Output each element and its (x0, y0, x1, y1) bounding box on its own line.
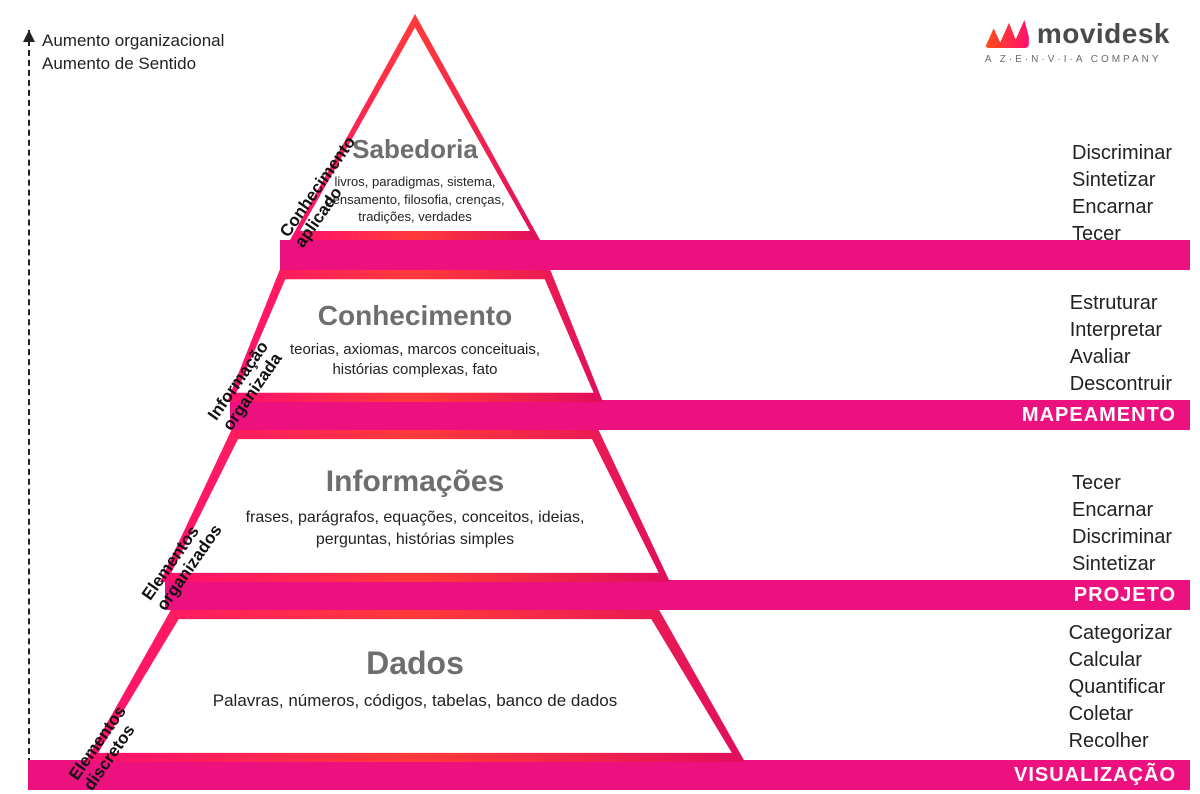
action-item: Tecer (1072, 470, 1172, 497)
diagram-stage: MAPEAMENTOPROJETOVISUALIZAÇÃOSabedoriali… (0, 0, 1200, 794)
segment-desc: Palavras, números, códigos, tabelas, ban… (213, 690, 617, 713)
segment-dados: Dados Palavras, números, códigos, tabelas… (85, 610, 745, 762)
band-label: PROJETO (1074, 584, 1176, 607)
segment-title: Dados (366, 645, 464, 682)
segment-desc: frases, parágrafos, equações, conceitos,… (231, 507, 598, 550)
action-item: Tecer (1072, 221, 1172, 248)
band-1: MAPEAMENTO (230, 400, 1190, 430)
action-item: Encarnar (1072, 194, 1172, 221)
segment-title: Conhecimento (318, 300, 512, 332)
actions-group-3: CategorizarCalcularQuantificarColetarRec… (1069, 620, 1172, 755)
segment-informacoes: Informações frases, parágrafos, equações,… (160, 430, 670, 582)
action-item: Calcular (1069, 647, 1172, 674)
actions-group-1: EstruturarInterpretarAvaliarDescontruir (1070, 290, 1172, 398)
actions-group-0: DiscriminarSintetizarEncarnarTecer (1072, 140, 1172, 248)
action-item: Sintetizar (1072, 167, 1172, 194)
action-item: Descontruir (1070, 371, 1172, 398)
segment-content: Conhecimento teorias, axiomas, marcos con… (227, 300, 603, 381)
action-item: Categorizar (1069, 620, 1172, 647)
band-3: VISUALIZAÇÃO (28, 760, 1190, 790)
band-label: MAPEAMENTO (1022, 404, 1176, 427)
action-item: Avaliar (1070, 344, 1172, 371)
segment-desc: teorias, axiomas, marcos conceituais, hi… (280, 340, 551, 381)
action-item: Estruturar (1070, 290, 1172, 317)
action-item: Coletar (1069, 701, 1172, 728)
segment-content: Dados Palavras, números, códigos, tabelas… (85, 645, 745, 713)
band-0 (280, 240, 1190, 270)
action-item: Encarnar (1072, 497, 1172, 524)
action-item: Recolher (1069, 728, 1172, 755)
segment-content: Informações frases, parágrafos, equações,… (160, 465, 670, 550)
band-label: VISUALIZAÇÃO (1014, 764, 1176, 787)
segment-conhecimento: Conhecimento teorias, axiomas, marcos con… (227, 270, 603, 402)
action-item: Interpretar (1070, 317, 1172, 344)
action-item: Discriminar (1072, 140, 1172, 167)
action-item: Quantificar (1069, 674, 1172, 701)
action-item: Discriminar (1072, 524, 1172, 551)
actions-group-2: TecerEncarnarDiscriminarSintetizar (1072, 470, 1172, 578)
segment-title: Sabedoria (352, 134, 478, 165)
segment-title: Informações (326, 465, 504, 499)
action-item: Sintetizar (1072, 551, 1172, 578)
band-2: PROJETO (165, 580, 1190, 610)
